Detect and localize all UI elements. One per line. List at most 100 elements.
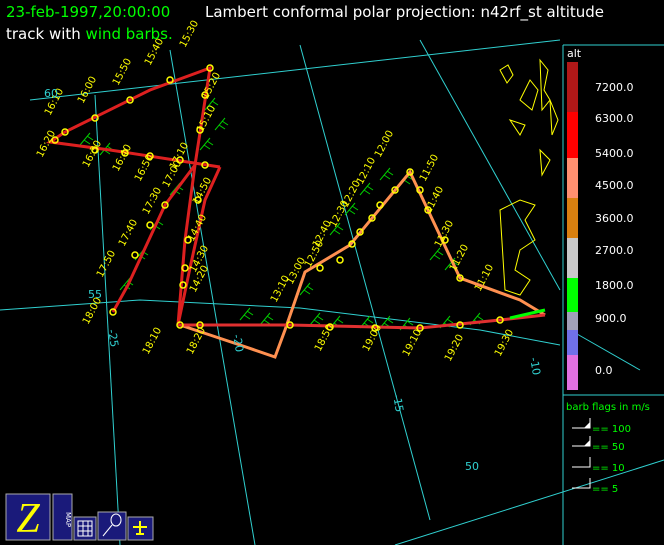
barb-legend-label: == 100 (592, 424, 631, 435)
colorbar-label: 1800.0 (595, 279, 634, 292)
track-point (146, 221, 154, 229)
track-leg (179, 169, 546, 359)
colorbar-label: 3600.0 (595, 212, 634, 225)
colorbar-label: 7200.0 (595, 81, 634, 94)
track-point (441, 236, 449, 244)
barb (299, 282, 314, 296)
track-point (286, 321, 294, 329)
track-segment (509, 308, 546, 320)
color-swatch (567, 238, 578, 278)
title-line2: track with wind barbs. (6, 25, 173, 43)
map-label: MAP (64, 512, 72, 527)
barb (379, 167, 394, 181)
flight-track (45, 65, 546, 359)
grid-button[interactable] (73, 516, 97, 541)
title: Lambert conformal polar projection: n42r… (205, 3, 604, 22)
trace-icon (110, 513, 122, 527)
graticule (0, 39, 664, 545)
date: 23-feb-1997,20:00:00 (6, 3, 170, 21)
track-point (126, 96, 134, 104)
colorbar-label: 900.0 (595, 312, 627, 325)
colorbar: alt 7200.0 6300.0 5400.0 4500.0 3600.0 2700.0… (562, 44, 664, 545)
track-point (348, 240, 356, 248)
track-point (406, 168, 414, 176)
colorbar-label: 4500.0 (595, 179, 634, 192)
plane-icon (133, 521, 147, 535)
track-point (109, 308, 117, 316)
lon-line (299, 44, 431, 521)
track-point (356, 228, 364, 236)
barb (329, 222, 344, 236)
color-swatch (567, 330, 578, 355)
color-swatch (567, 112, 578, 158)
coastline (499, 58, 559, 296)
barb-flag (584, 422, 590, 428)
colorbar-label: 6300.0 (595, 112, 634, 125)
color-swatch (567, 355, 578, 390)
track-point (316, 264, 324, 272)
grid-label: 50 (465, 460, 479, 473)
barb-symbol (572, 457, 591, 468)
track-point (176, 321, 184, 329)
barb (429, 247, 444, 261)
barb-legend-title: barb flags in m/s (566, 402, 650, 413)
track-point (456, 321, 464, 329)
track-point (201, 161, 209, 169)
barb (259, 312, 274, 326)
trace-icon (102, 524, 113, 537)
lon-line (94, 94, 121, 545)
track-point (91, 114, 99, 122)
track-point (196, 321, 204, 329)
title-highlight: wind barbs. (86, 25, 173, 43)
grid-label: -15 (390, 393, 406, 413)
track-point (201, 91, 209, 99)
lon-line (169, 49, 256, 545)
grid-icon (77, 520, 93, 537)
barb-legend-label: == 5 (592, 484, 618, 495)
map-button[interactable] (52, 493, 73, 541)
colorbar-title: alt (567, 47, 582, 60)
barb-legend: barb flags in m/s == 100 == 50 == 10 == 5 (563, 394, 664, 495)
track-point (326, 323, 334, 331)
track-point (179, 281, 187, 289)
lon-line (569, 329, 641, 371)
track-point (121, 149, 129, 157)
grid-label: -20 (230, 333, 246, 353)
color-swatch (567, 312, 578, 330)
track-point (194, 196, 202, 204)
track-leg (111, 164, 197, 313)
colorbar-label: 2700.0 (595, 244, 634, 257)
lat-line (394, 459, 664, 545)
track-point (336, 256, 344, 264)
color-swatch (567, 278, 578, 312)
track-point (166, 76, 174, 84)
barb (199, 137, 214, 151)
lat-line (0, 299, 561, 346)
track-point (376, 201, 384, 209)
track-point (181, 264, 189, 272)
barb-symbol (572, 478, 591, 489)
track-point (391, 186, 399, 194)
track-point (416, 186, 424, 194)
logo-button[interactable] (5, 493, 51, 541)
coast (499, 58, 559, 296)
track-point (196, 126, 204, 134)
track-point (161, 201, 169, 209)
track-point (51, 136, 59, 144)
track-point (368, 214, 376, 222)
barb-legend-label: == 10 (592, 463, 625, 474)
grid-label: -10 (527, 356, 543, 376)
logo: Z (16, 496, 40, 542)
barb (309, 312, 324, 326)
track-point (176, 156, 184, 164)
track-point (416, 324, 424, 332)
track-point (61, 128, 69, 136)
track-leg (176, 166, 222, 326)
lon-line (419, 39, 561, 291)
barb (239, 307, 254, 321)
track-point (131, 251, 139, 259)
track-point (206, 64, 214, 72)
toolbar: Z MAP (5, 493, 154, 542)
color-swatch (567, 158, 578, 198)
